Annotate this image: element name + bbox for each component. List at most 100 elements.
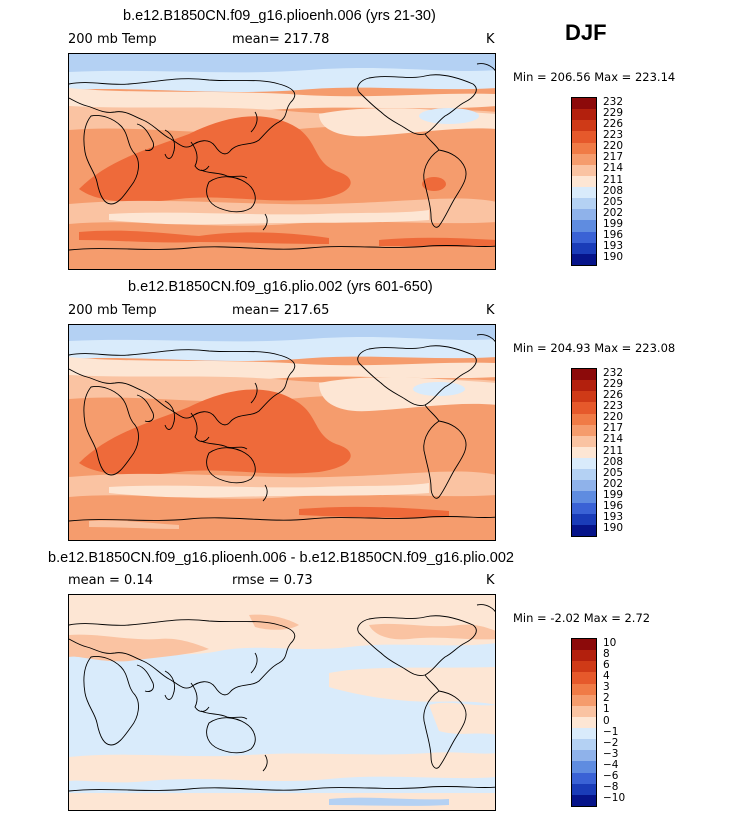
colorbar-swatch xyxy=(572,220,596,232)
colorbar-tick-label: 223 xyxy=(603,128,624,141)
colorbar-tick-label: −6 xyxy=(603,770,619,783)
panel2-units-label: K xyxy=(486,303,495,318)
panel3-mean-label: mean = 0.14 xyxy=(68,573,153,588)
colorbar-swatch xyxy=(572,413,596,425)
colorbar-tick-label: −10 xyxy=(603,792,626,805)
colorbar-tick-label: 220 xyxy=(603,411,624,424)
colorbar-tick-label: 190 xyxy=(603,522,624,535)
colorbar-tick-label: 0 xyxy=(603,714,610,727)
colorbar-tick-label: −1 xyxy=(603,725,619,738)
colorbar-tick-label: 223 xyxy=(603,399,624,412)
colorbar-tick-label: 232 xyxy=(603,366,624,379)
colorbar-swatch xyxy=(572,164,596,176)
colorbar-swatch xyxy=(572,728,596,740)
colorbar-swatch xyxy=(572,187,596,199)
colorbar-swatch xyxy=(572,253,596,265)
colorbar-swatch xyxy=(572,98,596,110)
panel3-map-svg xyxy=(69,595,495,810)
colorbar-tick-label: −4 xyxy=(603,759,619,772)
colorbar-swatch xyxy=(572,131,596,143)
colorbar-swatch xyxy=(572,435,596,447)
panel1-map-svg xyxy=(69,54,495,269)
colorbar-swatch xyxy=(572,761,596,773)
colorbar-tick-label: 199 xyxy=(603,489,624,502)
colorbar-swatch xyxy=(572,739,596,751)
colorbar-tick-label: 8 xyxy=(603,647,610,660)
panel1-colorbar xyxy=(571,97,597,266)
panel3-colorbar xyxy=(571,638,597,807)
colorbar-tick-label: 193 xyxy=(603,240,624,253)
colorbar-tick-label: 220 xyxy=(603,140,624,153)
colorbar-swatch xyxy=(572,772,596,784)
panel2-title: b.e12.B1850CN.f09_g16.plio.002 (yrs 601-… xyxy=(128,279,433,295)
colorbar-tick-label: 205 xyxy=(603,195,624,208)
panel2-minmax: Min = 204.93 Max = 223.08 xyxy=(513,341,676,355)
colorbar-swatch xyxy=(572,402,596,414)
colorbar-swatch xyxy=(572,650,596,662)
panel1-map xyxy=(68,53,496,270)
colorbar-tick-label: 226 xyxy=(603,117,624,130)
colorbar-tick-label: 217 xyxy=(603,422,624,435)
colorbar-swatch xyxy=(572,480,596,492)
colorbar-tick-label: 4 xyxy=(603,669,610,682)
colorbar-tick-label: 6 xyxy=(603,658,610,671)
colorbar-swatch xyxy=(572,446,596,458)
colorbar-tick-label: 229 xyxy=(603,377,624,390)
panel2-colorbar-labels: 232 229 226 223 220 217 214 211 208 205 202 199 196 1… xyxy=(603,366,643,537)
colorbar-tick-label: 196 xyxy=(603,229,624,242)
colorbar-swatch xyxy=(572,380,596,392)
colorbar-tick-label: 208 xyxy=(603,455,624,468)
season-label: DJF xyxy=(565,20,607,45)
colorbar-swatch xyxy=(572,142,596,154)
colorbar-swatch xyxy=(572,502,596,514)
panel3-rmse-label: rmse = 0.73 xyxy=(232,573,313,588)
colorbar-swatch xyxy=(572,524,596,536)
panel3-units-label: K xyxy=(486,573,495,588)
colorbar-swatch xyxy=(572,424,596,436)
panel2-mean-label: mean= 217.65 xyxy=(232,303,330,318)
panel3-colorbar-labels: 10 8 6 4 3 2 1 0 −1 −2 −3 −4 −6 −8 −10 xyxy=(603,636,643,807)
colorbar-tick-label: 10 xyxy=(603,636,617,649)
colorbar-swatch xyxy=(572,491,596,503)
colorbar-tick-label: 202 xyxy=(603,477,624,490)
colorbar-swatch xyxy=(572,209,596,221)
colorbar-tick-label: 211 xyxy=(603,173,624,186)
colorbar-swatch xyxy=(572,513,596,525)
colorbar-swatch xyxy=(572,783,596,795)
colorbar-tick-label: 199 xyxy=(603,218,624,231)
panel1-mean-label: mean= 217.78 xyxy=(232,32,330,47)
panel3-map xyxy=(68,594,496,811)
colorbar-swatch xyxy=(572,694,596,706)
colorbar-swatch xyxy=(572,153,596,165)
colorbar-swatch xyxy=(572,369,596,381)
colorbar-swatch xyxy=(572,391,596,403)
colorbar-swatch xyxy=(572,175,596,187)
colorbar-tick-label: 202 xyxy=(603,206,624,219)
colorbar-swatch xyxy=(572,458,596,470)
colorbar-tick-label: 196 xyxy=(603,500,624,513)
colorbar-tick-label: 1 xyxy=(603,703,610,716)
colorbar-swatch xyxy=(572,661,596,673)
colorbar-tick-label: 205 xyxy=(603,466,624,479)
colorbar-swatch xyxy=(572,120,596,132)
panel3-title: b.e12.B1850CN.f09_g16.plioenh.006 - b.e1… xyxy=(48,550,514,566)
colorbar-swatch xyxy=(572,750,596,762)
colorbar-tick-label: −8 xyxy=(603,781,619,794)
colorbar-swatch xyxy=(572,716,596,728)
panel2-map xyxy=(68,324,496,541)
colorbar-swatch xyxy=(572,639,596,651)
colorbar-swatch xyxy=(572,683,596,695)
panel1-title: b.e12.B1850CN.f09_g16.plioenh.006 (yrs 2… xyxy=(123,8,436,24)
panel3-minmax: Min = -2.02 Max = 2.72 xyxy=(513,611,651,625)
panel1-colorbar-labels: 232 229 226 223 220 217 214 211 208 205 202 199 196 1… xyxy=(603,95,643,266)
colorbar-swatch xyxy=(572,231,596,243)
colorbar-swatch xyxy=(572,198,596,210)
colorbar-tick-label: 208 xyxy=(603,184,624,197)
panel1-minmax: Min = 206.56 Max = 223.14 xyxy=(513,70,676,84)
colorbar-swatch xyxy=(572,242,596,254)
panel2-colorbar xyxy=(571,368,597,537)
colorbar-tick-label: 2 xyxy=(603,692,610,705)
colorbar-swatch xyxy=(572,705,596,717)
colorbar-tick-label: 232 xyxy=(603,95,624,108)
colorbar-swatch xyxy=(572,672,596,684)
